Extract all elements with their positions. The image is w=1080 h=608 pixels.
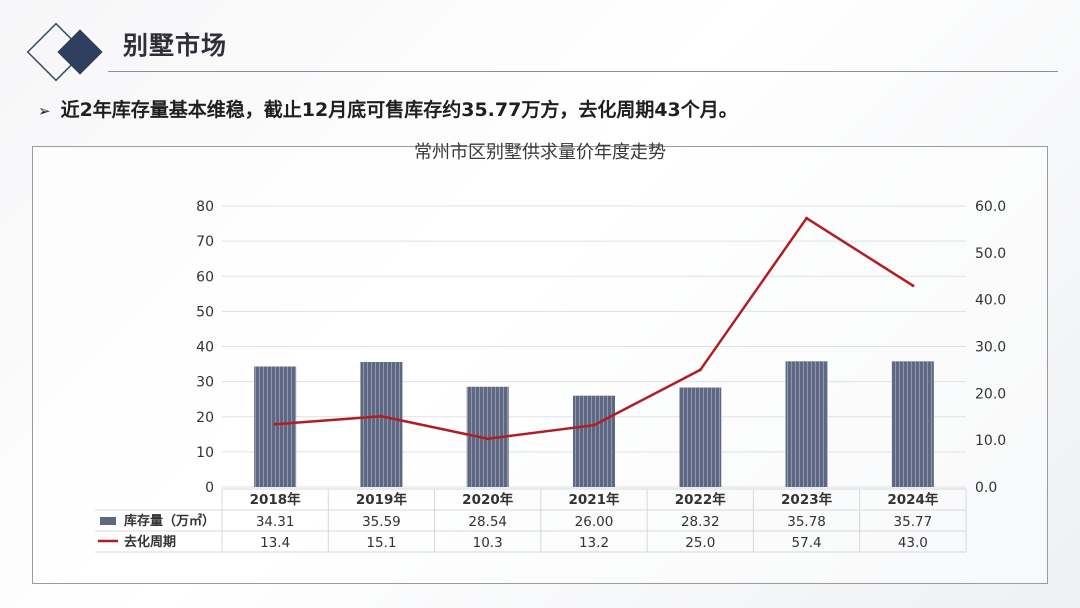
y-left-tick-label: 10 [196,445,214,461]
data-label-cycle: 13.2 [579,535,609,551]
x-tick-label: 2019年 [356,491,408,508]
y-left-tick-label: 30 [196,375,214,391]
data-label-cycle: 43.0 [898,535,928,551]
line-point [592,423,596,427]
data-label-cycle: 13.4 [260,535,290,551]
y-right-tick-label: 60.0 [975,199,1006,215]
data-label-inventory: 28.54 [468,514,507,530]
summary-bullet: ➢ 近2年库存量基本维稳，截止12月底可售库存约35.77万方，去化周期43个月。 [38,95,738,122]
line-point [698,368,702,372]
bar [573,395,615,487]
summary-text: 近2年库存量基本维稳，截止12月底可售库存约35.77万方，去化周期43个月。 [60,99,738,121]
bar [785,361,828,487]
y-right-tick-label: 0.0 [975,480,997,496]
data-label-cycle: 10.3 [473,535,503,551]
y-right-tick-label: 20.0 [975,386,1006,402]
x-tick-label: 2024年 [887,491,939,508]
data-label-cycle: 57.4 [792,535,822,551]
data-label-inventory: 35.78 [787,514,826,530]
line-point [805,216,809,220]
chart-title: 常州市区别墅供求量价年度走势 [414,142,666,163]
bullet-arrow-icon: ➢ [38,102,51,120]
data-label-inventory: 35.59 [362,514,401,530]
y-left-tick-label: 50 [196,304,214,320]
x-tick-label: 2018年 [250,491,302,508]
x-tick-label: 2020年 [462,491,514,508]
title-divider [108,71,1058,72]
bar [891,361,934,487]
bar [360,361,403,487]
logo-diamonds [26,22,103,82]
bar [254,366,297,487]
y-right-tick-label: 50.0 [975,246,1006,262]
data-label-cycle: 25.0 [685,535,715,551]
x-tick-label: 2021年 [568,491,620,508]
y-left-tick-label: 20 [196,410,214,426]
legend-label-inventory: 库存量（万㎡） [124,513,215,529]
y-left-tick-label: 40 [196,340,214,356]
y-right-tick-label: 30.0 [975,340,1006,356]
legend-swatch-bar [100,517,116,525]
line-point [911,284,915,288]
line-point [486,437,490,441]
y-right-tick-label: 10.0 [975,433,1006,449]
y-left-tick-label: 60 [196,269,214,285]
bar [679,387,722,487]
y-right-tick-label: 40.0 [975,293,1006,309]
data-label-inventory: 34.31 [256,514,295,530]
y-left-tick-label: 70 [196,234,214,250]
y-left-tick-label: 80 [196,199,214,215]
legend-label-cycle: 去化周期 [124,534,176,550]
chart-frame [32,146,1048,584]
data-label-cycle: 15.1 [366,535,396,551]
x-tick-label: 2022年 [675,491,727,508]
data-label-inventory: 28.32 [681,514,720,530]
line-point [273,422,277,426]
x-tick-label: 2023年 [781,491,833,508]
y-left-tick-label: 0 [205,480,214,496]
line-point [379,414,383,418]
data-label-inventory: 26.00 [575,514,614,530]
data-label-inventory: 35.77 [894,514,933,530]
page-title: 别墅市场 [123,31,228,60]
